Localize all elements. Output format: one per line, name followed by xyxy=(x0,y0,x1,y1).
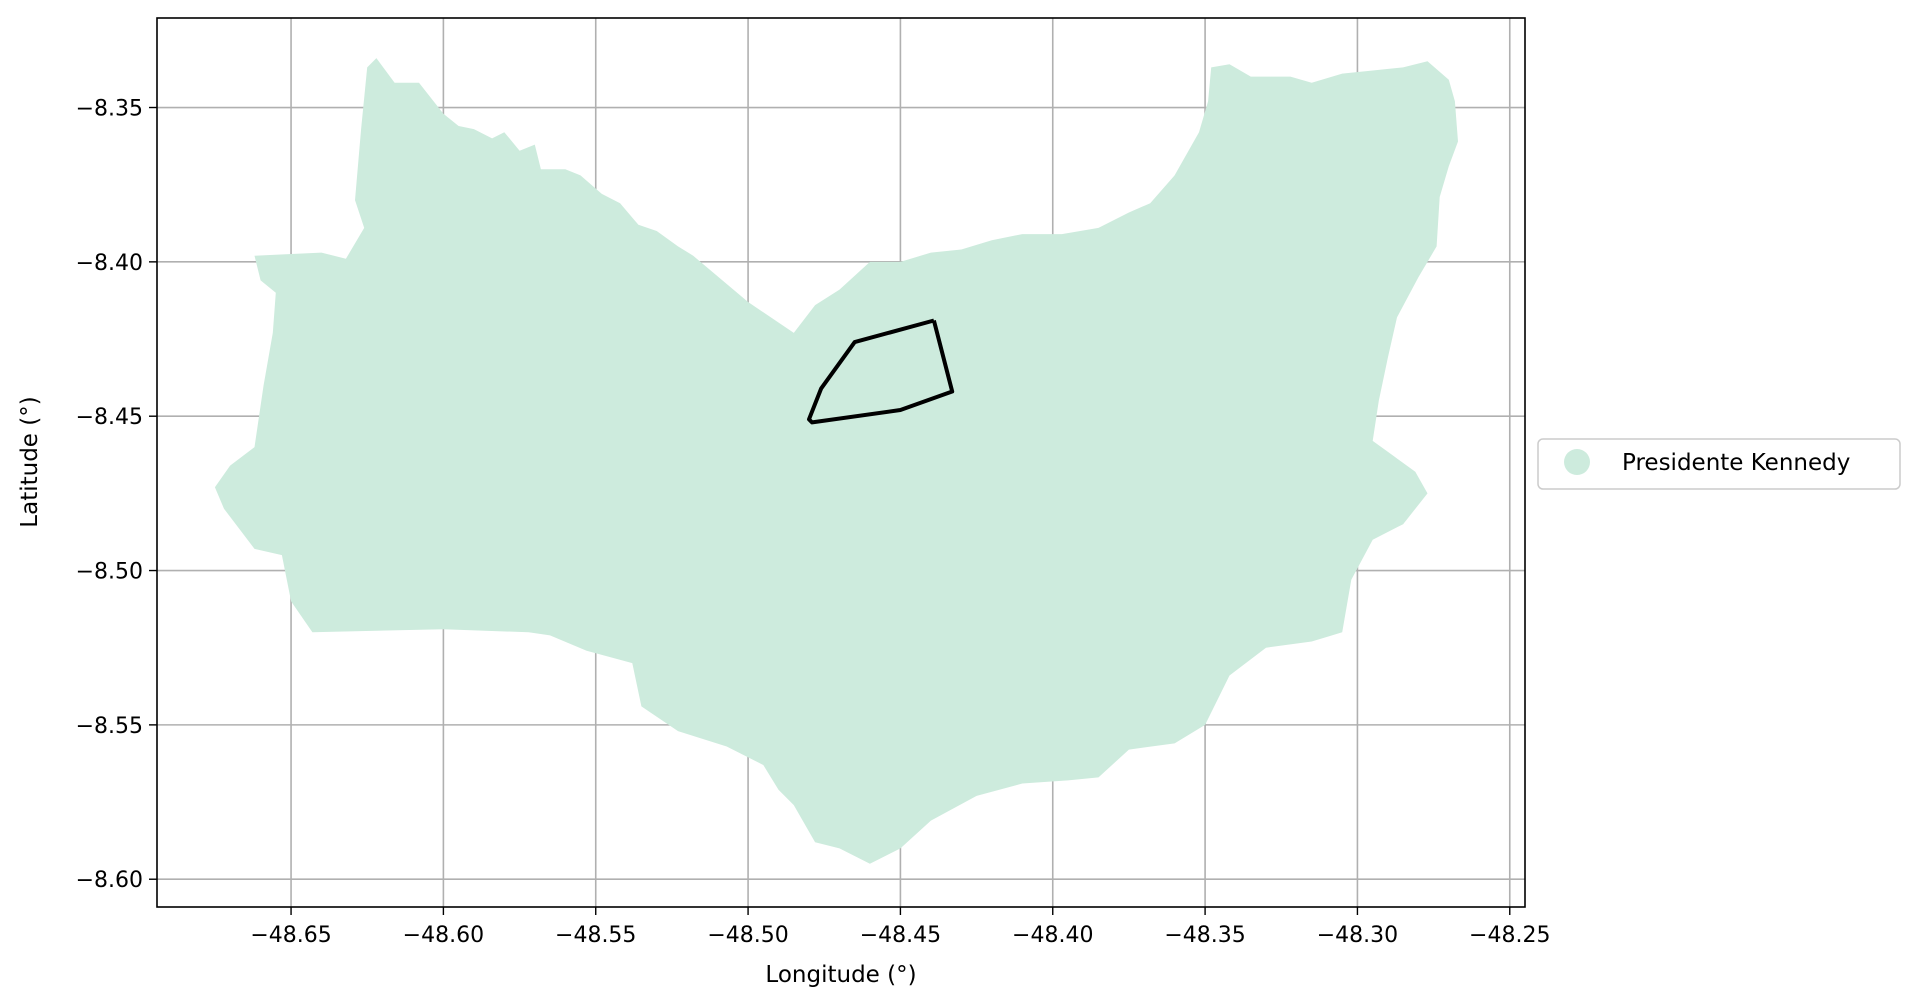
x-tick-label: −48.40 xyxy=(1012,923,1093,948)
x-tick-label: −48.50 xyxy=(707,923,788,948)
y-axis-ticks: −8.35 −8.40 −8.45 −8.50 −8.55 −8.60 xyxy=(76,97,157,893)
y-tick-label: −8.50 xyxy=(76,560,143,585)
x-tick-label: −48.65 xyxy=(250,923,331,948)
x-axis-ticks: −48.65 −48.60 −48.55 −48.50 −48.45 −48.40 −48.… xyxy=(250,907,1550,948)
legend-label-presidente-kennedy: Presidente Kennedy xyxy=(1622,450,1850,476)
x-axis-title: Longitude (°) xyxy=(765,962,916,988)
highlight-outline xyxy=(807,318,955,425)
y-tick-label: −8.45 xyxy=(76,405,143,430)
plot-frame xyxy=(156,17,1526,908)
legend: Presidente Kennedy xyxy=(1537,438,1901,490)
y-tick-label: −8.55 xyxy=(76,714,143,739)
y-axis-title: Latitude (°) xyxy=(17,396,43,527)
region-presidente-kennedy xyxy=(214,58,1458,864)
plot-area xyxy=(156,17,1526,908)
x-tick-label: −48.25 xyxy=(1469,923,1550,948)
y-tick-label: −8.35 xyxy=(76,97,143,122)
y-tick-label: −8.40 xyxy=(76,251,143,276)
x-tick-label: −48.55 xyxy=(555,923,636,948)
legend-frame xyxy=(1537,438,1901,490)
x-tick-label: −48.30 xyxy=(1317,923,1398,948)
x-tick-label: −48.35 xyxy=(1164,923,1245,948)
x-tick-label: −48.45 xyxy=(860,923,941,948)
x-tick-label: −48.60 xyxy=(403,923,484,948)
y-tick-label: −8.60 xyxy=(76,868,143,893)
legend-marker-presidente-kennedy xyxy=(1564,449,1590,475)
